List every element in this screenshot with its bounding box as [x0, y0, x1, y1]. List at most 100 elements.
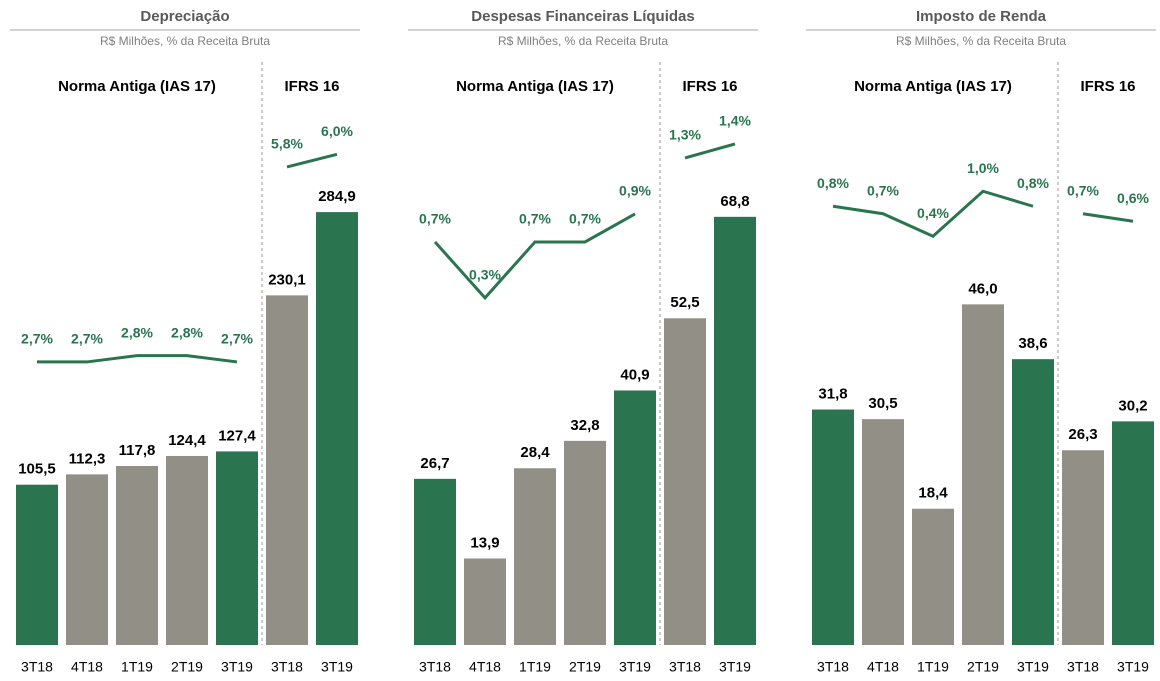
x-tick-label: 3T19: [1117, 659, 1149, 675]
x-tick-label: 3T18: [669, 659, 701, 675]
x-tick-label: 3T19: [321, 659, 353, 675]
bar-value-label: 117,8: [119, 442, 156, 459]
x-tick-label: 1T19: [917, 659, 949, 675]
section-label: IFRS 16: [1080, 78, 1135, 95]
bar-value-label: 30,2: [1118, 397, 1147, 414]
bar: [714, 216, 756, 646]
line-value-label: 0,7%: [569, 211, 601, 227]
x-tick-label: 2T19: [171, 659, 203, 675]
line: [684, 142, 736, 160]
bar-value-label: 124,4: [168, 432, 206, 449]
line-value-label: 0,8%: [817, 175, 849, 191]
line: [286, 152, 338, 169]
bar: [116, 466, 158, 645]
line-value-label: 0,9%: [619, 183, 651, 199]
x-tick-label: 3T18: [271, 659, 303, 675]
x-tick-label: 1T19: [121, 659, 153, 675]
panel-subtitle: R$ Milhões, % da Receita Bruta: [498, 34, 668, 48]
line: [37, 354, 238, 364]
panel-title: Imposto de Renda: [916, 8, 1047, 25]
bar-value-label: 31,8: [818, 385, 847, 402]
bar: [66, 474, 108, 645]
x-tick-label: 4T18: [867, 659, 899, 675]
bar-value-label: 127,4: [218, 427, 256, 444]
line-value-label: 2,7%: [21, 331, 53, 347]
x-tick-label: 2T19: [967, 659, 999, 675]
x-tick-label: 2T19: [569, 659, 601, 675]
bar: [166, 455, 208, 645]
bar: [664, 318, 706, 645]
line-value-label: 0,7%: [519, 211, 551, 227]
section-label: IFRS 16: [284, 78, 339, 95]
line-value-label: 1,0%: [967, 160, 999, 176]
bar-value-label: 30,5: [868, 395, 897, 412]
line-value-label: 6,0%: [321, 123, 353, 139]
bar: [1062, 450, 1104, 645]
line-value-label: 5,8%: [271, 136, 303, 152]
line-value-label: 2,8%: [121, 324, 153, 340]
bar-value-label: 13,9: [470, 534, 499, 551]
section-label: Norma Antiga (IAS 17): [58, 78, 216, 95]
panel-subtitle: R$ Milhões, % da Receita Bruta: [896, 34, 1066, 48]
line-value-label: 0,4%: [917, 205, 949, 221]
bar: [1112, 421, 1154, 645]
x-tick-label: 3T18: [817, 659, 849, 675]
section-label: IFRS 16: [682, 78, 737, 95]
line-value-label: 0,3%: [469, 267, 501, 283]
line-value-label: 1,3%: [669, 127, 701, 143]
x-tick-label: 3T19: [221, 659, 253, 675]
x-tick-label: 3T19: [1017, 659, 1049, 675]
x-tick-label: 4T18: [71, 659, 103, 675]
bar-value-label: 32,8: [570, 417, 599, 434]
line-value-label: 1,4%: [719, 113, 751, 129]
bar-value-label: 26,3: [1068, 426, 1097, 443]
bar-value-label: 68,8: [720, 193, 749, 210]
panel-title: Depreciação: [140, 8, 229, 25]
x-tick-label: 1T19: [519, 659, 551, 675]
bar-value-label: 26,7: [420, 455, 449, 472]
line-value-label: 2,7%: [71, 331, 103, 347]
line: [1082, 212, 1134, 223]
section-label: Norma Antiga (IAS 17): [456, 78, 614, 95]
section-label: Norma Antiga (IAS 17): [854, 78, 1012, 95]
bar-value-label: 18,4: [918, 485, 948, 502]
line-value-label: 2,7%: [221, 331, 253, 347]
bar: [316, 212, 358, 645]
panel-title: Despesas Financeiras Líquidas: [471, 8, 694, 25]
bar: [216, 451, 258, 645]
line-value-label: 2,8%: [171, 324, 203, 340]
bar-value-label: 38,6: [1018, 335, 1047, 352]
bar: [414, 478, 456, 645]
line: [433, 212, 636, 301]
bar-value-label: 52,5: [670, 294, 699, 311]
x-tick-label: 4T18: [469, 659, 501, 675]
line-value-label: 0,6%: [1117, 190, 1149, 206]
bar: [912, 508, 954, 645]
bar: [564, 440, 606, 645]
bar-value-label: 105,5: [18, 461, 56, 478]
bar: [266, 295, 308, 645]
bar-value-label: 284,9: [318, 188, 356, 205]
bar: [464, 558, 506, 645]
bar-value-label: 28,4: [520, 444, 550, 461]
panel-subtitle: R$ Milhões, % da Receita Bruta: [100, 34, 270, 48]
x-tick-label: 3T19: [619, 659, 651, 675]
x-tick-label: 3T18: [1067, 659, 1099, 675]
bar: [812, 409, 854, 645]
bar: [16, 484, 58, 645]
bar-value-label: 230,1: [268, 271, 306, 288]
line: [832, 189, 1034, 239]
line-value-label: 0,7%: [867, 182, 899, 198]
bar-value-label: 40,9: [620, 366, 649, 383]
x-tick-label: 3T18: [21, 659, 53, 675]
bar: [862, 419, 904, 645]
bar: [614, 390, 656, 645]
bar-value-label: 112,3: [69, 450, 106, 467]
line-value-label: 0,7%: [419, 211, 451, 227]
line-value-label: 0,8%: [1017, 175, 1049, 191]
x-tick-label: 3T19: [719, 659, 751, 675]
x-tick-label: 3T18: [419, 659, 451, 675]
bar: [962, 304, 1004, 645]
bar-value-label: 46,0: [968, 280, 997, 297]
